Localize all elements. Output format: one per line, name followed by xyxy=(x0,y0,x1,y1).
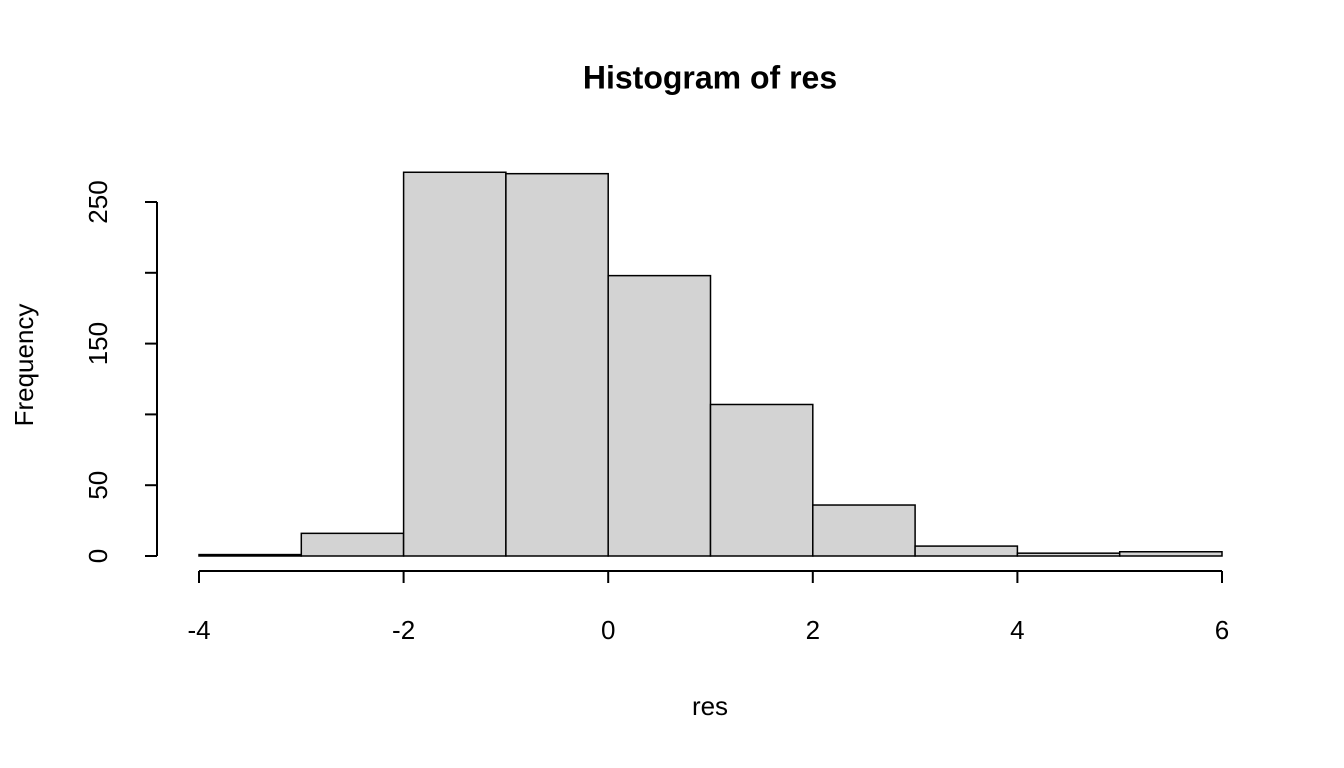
bar xyxy=(914,545,1019,557)
bar xyxy=(300,532,405,557)
bar xyxy=(812,504,916,557)
x-tick-label: 4 xyxy=(1010,615,1024,645)
bar xyxy=(198,553,303,557)
x-tick-label: 0 xyxy=(601,615,615,645)
bar xyxy=(1016,552,1121,557)
y-tick-label: 250 xyxy=(83,180,113,223)
x-axis-label: res xyxy=(692,691,728,721)
x-tick-label: -4 xyxy=(187,615,210,645)
x-tick-label: 6 xyxy=(1215,615,1229,645)
bar xyxy=(505,172,609,557)
bar xyxy=(402,171,507,557)
y-tick-label: 50 xyxy=(83,471,113,500)
y-axis-label: Frequency xyxy=(9,304,39,427)
y-tick-label: 150 xyxy=(83,322,113,365)
chart-title: Histogram of res xyxy=(583,59,837,95)
bar xyxy=(1118,551,1223,557)
y-tick-label: 0 xyxy=(83,549,113,563)
bar xyxy=(607,274,712,557)
x-tick-label: -2 xyxy=(392,615,415,645)
bar xyxy=(709,403,814,557)
x-tick-label: 2 xyxy=(806,615,820,645)
